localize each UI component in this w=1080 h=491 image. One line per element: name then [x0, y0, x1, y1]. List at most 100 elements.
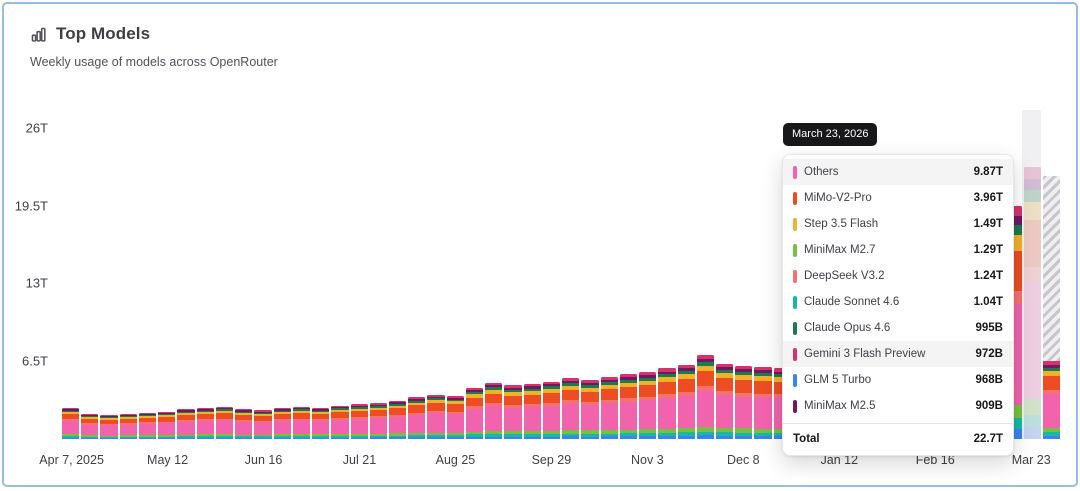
bar-segment-gemini-3-flash-preview — [735, 366, 753, 370]
bar-segment-others — [100, 425, 118, 436]
bar-week-31[interactable] — [658, 368, 676, 439]
bar-segment-gemini-3-flash-preview — [465, 387, 484, 390]
bar-week-19[interactable] — [427, 394, 445, 439]
bar-segment-minimax-m2-7 — [504, 431, 522, 435]
bar-segment-step-3-5-flash — [177, 412, 195, 415]
bar-week-16[interactable] — [369, 403, 387, 439]
bar-segment-others — [523, 407, 541, 432]
bar-segment-gemini-3-flash-preview — [215, 406, 234, 409]
bar-segment-deepseek-v3-2 — [504, 404, 522, 408]
bar-segment-others — [254, 422, 272, 435]
bar-week-24[interactable] — [523, 384, 541, 439]
bar-week-51[interactable] — [1042, 175, 1061, 439]
bar-week-20[interactable] — [446, 396, 464, 439]
chart-subtitle: Weekly usage of models across OpenRouter — [30, 55, 278, 69]
bar-segment-step-3-5-flash — [446, 401, 464, 405]
bar-segment-claude-sonnet-4-6 — [619, 433, 638, 437]
bar-segment-minimax-m2-5 — [562, 380, 580, 384]
bar-segment-claude-opus-4-6 — [542, 386, 561, 389]
y-axis-label: 26T — [25, 120, 48, 136]
bar-segment-deepseek-v3-2 — [1042, 389, 1061, 394]
bar-week-8[interactable] — [215, 406, 234, 439]
bar-week-26[interactable] — [562, 378, 580, 439]
bar-week-1[interactable] — [81, 413, 99, 439]
bar-week-15[interactable] — [350, 404, 368, 439]
bar-segment-minimax-m2-5 — [369, 404, 387, 407]
bar-week-33[interactable] — [696, 355, 714, 439]
bar-segment-gemini-3-flash-preview — [677, 364, 695, 369]
bar-segment-claude-opus-4-6 — [619, 379, 638, 383]
bar-segment-minimax-m2-7 — [600, 429, 618, 434]
bar-week-10[interactable] — [254, 410, 272, 439]
bar-segment-step-3-5-flash — [196, 411, 214, 414]
bar-segment-claude-sonnet-4-6 — [312, 436, 330, 438]
bar-week-32[interactable] — [677, 364, 695, 439]
bar-week-17[interactable] — [388, 400, 407, 439]
bar-week-12[interactable] — [292, 406, 311, 439]
bar-segment-glm-5-turbo — [485, 436, 503, 439]
bar-segment-claude-opus-4-6 — [446, 399, 464, 402]
bar-segment-minimax-m2-7 — [119, 435, 137, 437]
model-value: 995B — [975, 322, 1004, 334]
bar-segment-mimo-v2-pro — [177, 414, 195, 421]
x-axis-label: Apr 7, 2025 — [39, 453, 104, 467]
y-axis-label: 6.5T — [21, 353, 48, 369]
bar-week-13[interactable] — [312, 407, 330, 439]
bar-segment-step-3-5-flash — [100, 418, 118, 420]
bar-segment-others — [350, 418, 368, 434]
bar-week-28[interactable] — [600, 376, 618, 439]
bar-week-25[interactable] — [542, 381, 561, 439]
bar-week-29[interactable] — [619, 374, 638, 439]
model-name: MiniMax M2.5 — [804, 400, 876, 412]
bar-segment-glm-5-turbo — [465, 436, 484, 439]
bar-week-9[interactable] — [235, 409, 253, 439]
bar-segment-mimo-v2-pro — [62, 413, 80, 420]
bar-segment-step-3-5-flash — [369, 407, 387, 411]
bar-week-27[interactable] — [581, 380, 599, 439]
bar-segment-step-3-5-flash — [273, 411, 291, 414]
bar-week-3[interactable] — [119, 413, 137, 439]
bar-week-2[interactable] — [100, 415, 118, 439]
bar-segment-mimo-v2-pro — [254, 415, 272, 421]
model-name: DeepSeek V3.2 — [804, 270, 885, 282]
bar-segment-minimax-m2-7 — [138, 435, 157, 437]
model-color-chip — [793, 191, 797, 205]
bar-week-35[interactable] — [735, 366, 753, 439]
bar-week-14[interactable] — [331, 405, 349, 439]
bar-segment-claude-sonnet-4-6 — [388, 435, 407, 438]
bar-segment-claude-sonnet-4-6 — [677, 432, 695, 436]
bar-segment-deepseek-v3-2 — [177, 420, 195, 422]
bar-segment-minimax-m2-7 — [100, 435, 118, 437]
bar-segment-glm-5-turbo — [658, 435, 676, 439]
bar-segment-glm-5-turbo — [254, 437, 272, 439]
bar-segment-claude-opus-4-6 — [331, 408, 349, 410]
bar-week-18[interactable] — [408, 397, 426, 439]
model-color-chip — [793, 321, 797, 335]
bar-segment-minimax-m2-5 — [677, 368, 695, 372]
bar-week-23[interactable] — [504, 385, 522, 439]
bar-segment-gemini-3-flash-preview — [158, 411, 176, 413]
bar-week-22[interactable] — [485, 382, 503, 439]
bar-segment-claude-opus-4-6 — [273, 410, 291, 412]
bar-week-5[interactable] — [158, 411, 176, 439]
bar-segment-claude-sonnet-4-6 — [81, 436, 99, 438]
bar-week-34[interactable] — [715, 363, 734, 439]
bar-week-30[interactable] — [639, 372, 657, 439]
bar-week-6[interactable] — [177, 409, 195, 439]
bar-segment-minimax-m2-7 — [465, 431, 484, 435]
projected-usage-hatch — [1042, 175, 1061, 362]
bar-week-36[interactable] — [754, 367, 772, 439]
bar-week-11[interactable] — [273, 407, 291, 439]
bar-segment-step-3-5-flash — [600, 384, 618, 389]
bar-week-21[interactable] — [465, 387, 484, 439]
bar-segment-claude-opus-4-6 — [696, 362, 714, 366]
bar-segment-step-3-5-flash — [523, 391, 541, 395]
bar-segment-deepseek-v3-2 — [427, 410, 445, 414]
bar-week-0[interactable] — [62, 407, 80, 439]
bar-segment-minimax-m2-7 — [215, 434, 234, 437]
bar-week-4[interactable] — [138, 412, 157, 439]
bar-segment-minimax-m2-5 — [138, 413, 157, 415]
bar-week-7[interactable] — [196, 407, 214, 439]
bar-segment-claude-sonnet-4-6 — [408, 435, 426, 438]
bar-segment-step-3-5-flash — [1042, 371, 1061, 377]
